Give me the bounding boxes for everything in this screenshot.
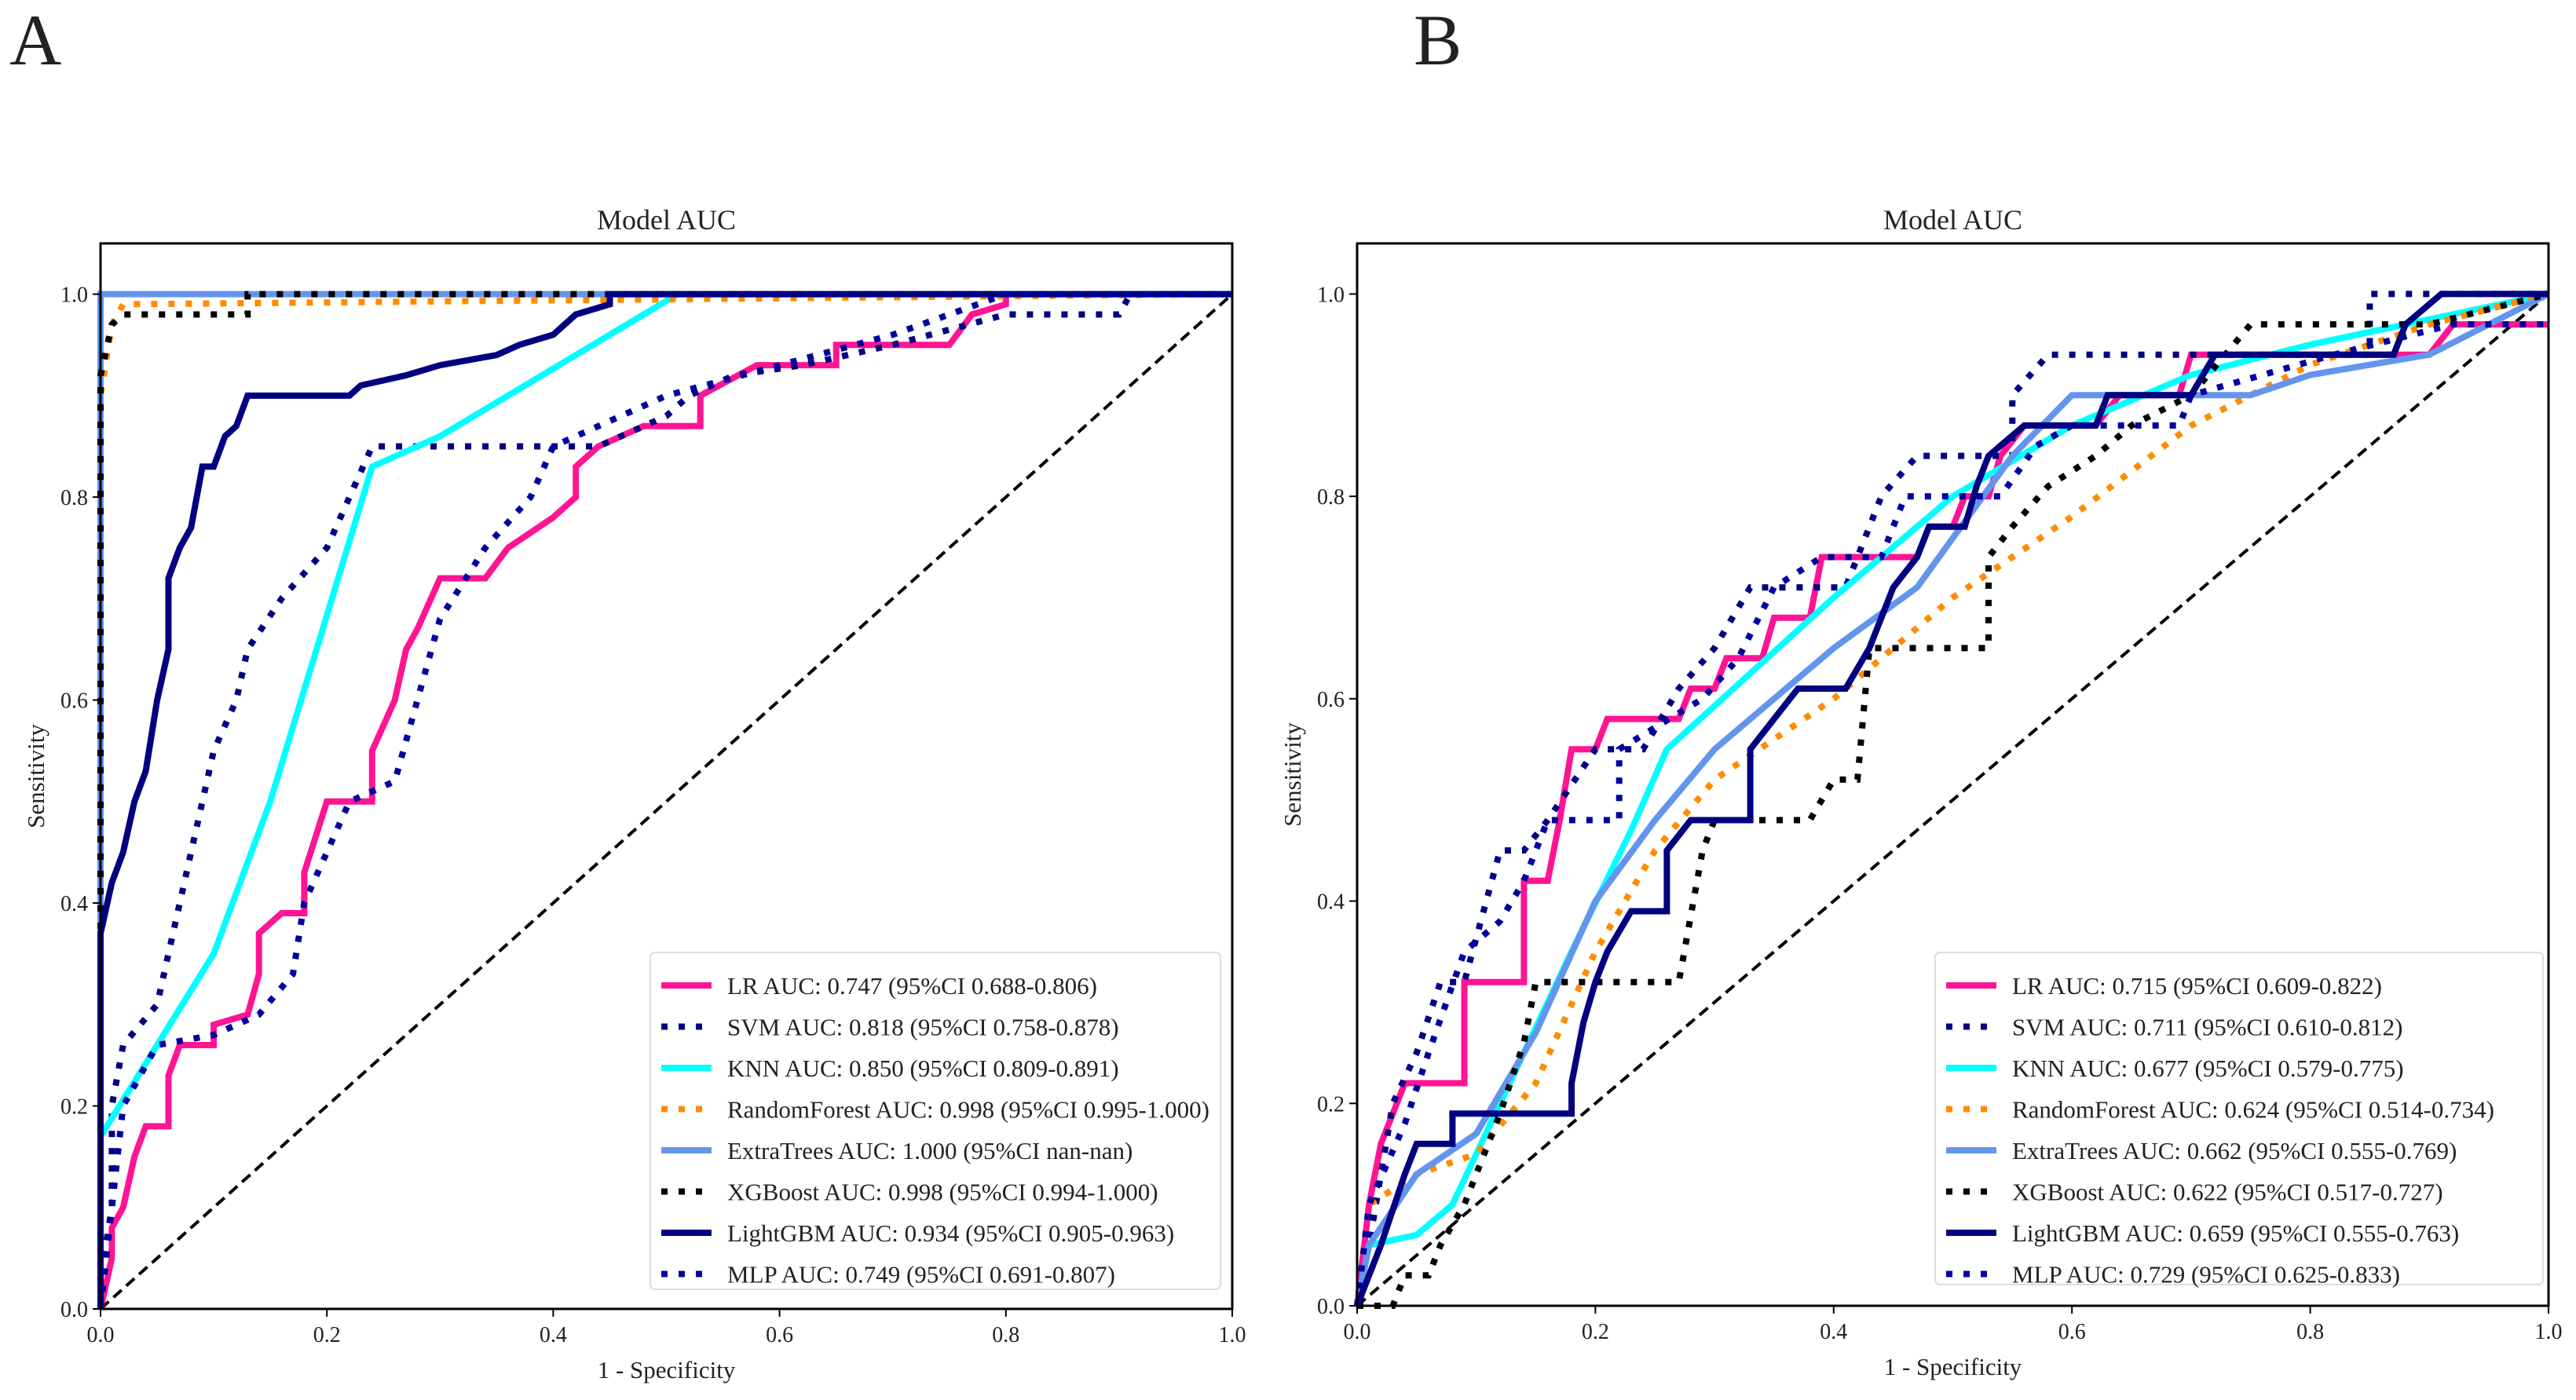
y-tick-label: 0.8 bbox=[1317, 485, 1345, 510]
legend-entry: LR AUC: 0.747 (95%CI 0.688-0.806) bbox=[727, 972, 1097, 1000]
legend-entry: ExtraTrees AUC: 0.662 (95%CI 0.555-0.769… bbox=[2012, 1137, 2457, 1164]
series-line-knn bbox=[1354, 291, 2549, 1307]
y-tick-label: 1.0 bbox=[60, 283, 88, 308]
plot-frame bbox=[99, 242, 1234, 1310]
series-line-lr bbox=[97, 291, 1232, 1310]
y-tick-label: 0.6 bbox=[60, 689, 88, 714]
x-tick-label: 0.6 bbox=[2058, 1320, 2086, 1344]
x-tick-label: 0.8 bbox=[992, 1323, 1019, 1347]
y-tick-label: 0.0 bbox=[60, 1298, 88, 1322]
panel-label: B bbox=[1414, 0, 1462, 80]
y-tick-label: 0.6 bbox=[1317, 688, 1345, 712]
legend-entry: MLP AUC: 0.729 (95%CI 0.625-0.833) bbox=[2012, 1261, 2400, 1289]
series-line-extratrees bbox=[1354, 291, 2550, 1307]
x-tick-label: 0.2 bbox=[1582, 1320, 1609, 1344]
legend-box bbox=[649, 952, 1221, 1290]
legend-entry: RandomForest AUC: 0.624 (95%CI 0.514-0.7… bbox=[2012, 1096, 2494, 1124]
panel-label: A bbox=[9, 0, 61, 80]
x-tick-label: 1.0 bbox=[2535, 1320, 2563, 1344]
series-line-svm bbox=[1354, 291, 2549, 1307]
y-tick-label: 0.4 bbox=[60, 892, 88, 916]
legend-box bbox=[1934, 952, 2544, 1285]
series-line-lightgbm bbox=[97, 291, 1232, 1309]
chart-title: Model AUC bbox=[1883, 204, 2022, 236]
legend-entry: SVM AUC: 0.711 (95%CI 0.610-0.812) bbox=[2012, 1014, 2402, 1041]
chart-panel-b: B Model AUC 0.0 0.2 0.4 0.6 0.8 1.0 0.0 0.2 0.4 0.6… bbox=[1279, 0, 2563, 1380]
x-tick-label: 1.0 bbox=[1219, 1323, 1246, 1347]
series-line-knn bbox=[97, 291, 1232, 1309]
y-axis-label: Sensitivity bbox=[1279, 722, 1306, 827]
legend-entry: XGBoost AUC: 0.998 (95%CI 0.994-1.000) bbox=[727, 1179, 1158, 1206]
x-tick-label: 0.8 bbox=[2296, 1320, 2324, 1344]
legend-entry: MLP AUC: 0.749 (95%CI 0.691-0.807) bbox=[727, 1261, 1115, 1289]
y-axis-label: Sensitivity bbox=[22, 724, 49, 828]
chart-panel-a: A Model AUC 0.0 0.2 0.4 0.6 0.8 1.0 0.0 0.2 0.4 0.6… bbox=[9, 0, 1246, 1384]
x-tick-label: 0.6 bbox=[766, 1323, 793, 1347]
series-line-lightgbm bbox=[1354, 291, 2549, 1307]
legend: LR AUC: 0.747 (95%CI 0.688-0.806) SVM AUC… bbox=[649, 952, 1221, 1290]
y-tick-label: 0.8 bbox=[60, 486, 88, 510]
legend-entry: RandomForest AUC: 0.998 (95%CI 0.995-1.0… bbox=[727, 1096, 1209, 1124]
y-tick-label: 0.2 bbox=[1317, 1092, 1345, 1117]
reference-diagonal bbox=[99, 293, 1234, 1310]
x-axis-label: 1 - Specificity bbox=[598, 1356, 736, 1384]
legend-entry: KNN AUC: 0.850 (95%CI 0.809-0.891) bbox=[727, 1055, 1119, 1082]
legend-entry: LightGBM AUC: 0.659 (95%CI 0.555-0.763) bbox=[2012, 1219, 2459, 1247]
chart-title: Model AUC bbox=[597, 204, 736, 236]
series-line-randomforest bbox=[1354, 291, 2549, 1307]
x-tick-label: 0.4 bbox=[540, 1323, 567, 1347]
x-tick-label: 0.0 bbox=[87, 1323, 115, 1347]
x-axis-label: 1 - Specificity bbox=[1884, 1353, 2022, 1380]
x-tick-label: 0.4 bbox=[1820, 1320, 1847, 1344]
y-tick-label: 0.4 bbox=[1317, 890, 1345, 915]
legend-entry: LR AUC: 0.715 (95%CI 0.609-0.822) bbox=[2012, 972, 2382, 1000]
series-line-xgboost bbox=[1357, 291, 2549, 1309]
legend-entry: LightGBM AUC: 0.934 (95%CI 0.905-0.963) bbox=[727, 1219, 1174, 1247]
legend-entry: XGBoost AUC: 0.622 (95%CI 0.517-0.727) bbox=[2012, 1179, 2443, 1206]
legend-entry: SVM AUC: 0.818 (95%CI 0.758-0.878) bbox=[727, 1014, 1119, 1041]
legend-entry: KNN AUC: 0.677 (95%CI 0.579-0.775) bbox=[2012, 1055, 2404, 1082]
series-line-mlp bbox=[1354, 321, 2549, 1307]
legend-entry: ExtraTrees AUC: 1.000 (95%CI nan-nan) bbox=[727, 1137, 1132, 1164]
plot-frame bbox=[1356, 242, 2550, 1307]
reference-diagonal bbox=[1356, 292, 2550, 1307]
y-tick-label: 1.0 bbox=[1317, 283, 1345, 307]
series-line-svm bbox=[97, 291, 1232, 1309]
y-tick-label: 0.0 bbox=[1317, 1295, 1345, 1319]
y-tick-label: 0.2 bbox=[60, 1095, 88, 1120]
x-tick-label: 0.2 bbox=[313, 1323, 341, 1347]
legend: LR AUC: 0.715 (95%CI 0.609-0.822) SVM AUC… bbox=[1934, 952, 2544, 1289]
x-tick-label: 0.0 bbox=[1344, 1320, 1371, 1344]
